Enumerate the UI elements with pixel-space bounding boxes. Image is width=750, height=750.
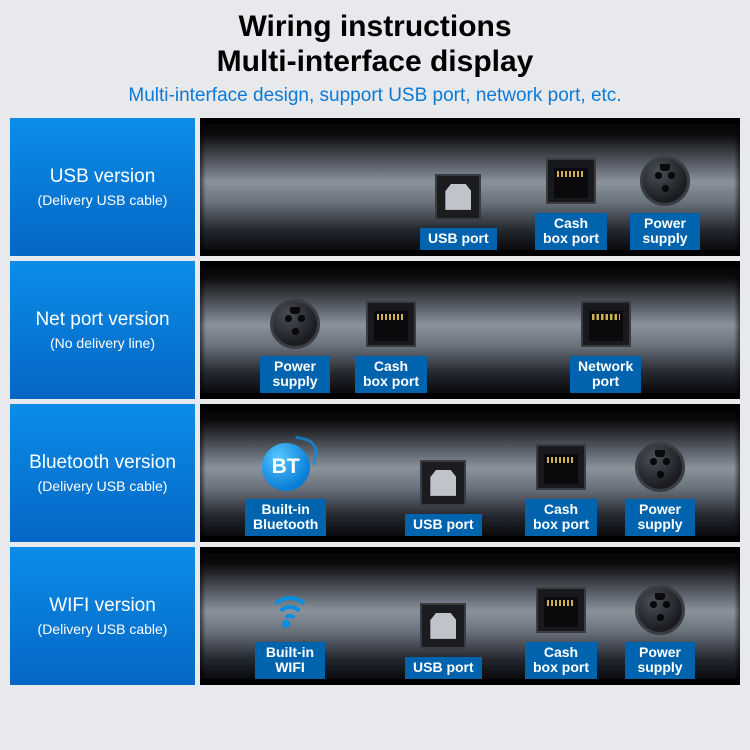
- page-subtitle: Multi-interface design, support USB port…: [0, 85, 750, 107]
- rj-port-icon: [536, 587, 586, 633]
- port-visual: [576, 297, 636, 352]
- port-item: Cash box port: [525, 440, 597, 536]
- version-name: Net port version: [35, 309, 169, 331]
- version-row: Net port version (No delivery line) Powe…: [10, 261, 740, 399]
- port-item: Network port: [570, 297, 641, 393]
- port-label: Cash box port: [525, 499, 597, 536]
- port-item: USB port: [405, 455, 482, 536]
- rj-port-icon: [546, 158, 596, 204]
- port-visual: [630, 583, 690, 638]
- title-line-2: Multi-interface display: [217, 45, 534, 78]
- port-label: Power supply: [625, 642, 695, 679]
- device-panel: Power supply Cash box port Network port: [200, 261, 740, 399]
- port-visual: [428, 169, 488, 224]
- usb-b-port-icon: [435, 174, 481, 220]
- port-visual: [413, 455, 473, 510]
- ethernet-port-icon: [581, 301, 631, 347]
- port-visual: [531, 440, 591, 495]
- title-line-1: Wiring instructions: [238, 10, 511, 43]
- version-label: Bluetooth version (Delivery USB cable): [10, 404, 195, 542]
- version-note: (Delivery USB cable): [38, 621, 168, 637]
- version-rows: USB version (Delivery USB cable) USB por…: [0, 118, 750, 685]
- power-din-icon: [635, 585, 685, 635]
- port-visual: [413, 598, 473, 653]
- port-label: Power supply: [630, 213, 700, 250]
- rj-port-icon: [536, 444, 586, 490]
- port-item: Power supply: [260, 297, 330, 393]
- port-label: Power supply: [260, 356, 330, 393]
- port-visual: [531, 583, 591, 638]
- version-label: WIFI version (Delivery USB cable): [10, 547, 195, 685]
- port-label: Cash box port: [535, 213, 607, 250]
- port-visual: [260, 583, 320, 638]
- port-item: USB port: [405, 598, 482, 679]
- rj-port-icon: [366, 301, 416, 347]
- device-panel: BT Built-in Bluetooth USB port Cash box …: [200, 404, 740, 542]
- version-label: USB version (Delivery USB cable): [10, 118, 195, 256]
- usb-b-port-icon: [420, 603, 466, 649]
- port-item: Power supply: [625, 583, 695, 679]
- port-label: Network port: [570, 356, 641, 393]
- power-din-icon: [635, 442, 685, 492]
- port-label: Cash box port: [525, 642, 597, 679]
- port-visual: [265, 297, 325, 352]
- port-item: Cash box port: [535, 154, 607, 250]
- power-din-icon: [270, 299, 320, 349]
- device-panel: Built-in WIFI USB port Cash box port Pow…: [200, 547, 740, 685]
- port-visual: [541, 154, 601, 209]
- port-item: Cash box port: [355, 297, 427, 393]
- header: Wiring instructions Multi-interface disp…: [0, 0, 750, 113]
- port-item: Power supply: [625, 440, 695, 536]
- usb-b-port-icon: [420, 460, 466, 506]
- port-label: Built-in Bluetooth: [245, 499, 326, 536]
- port-item: BT Built-in Bluetooth: [245, 440, 326, 536]
- port-label: Power supply: [625, 499, 695, 536]
- port-label: Built-in WIFI: [255, 642, 325, 679]
- bluetooth-icon: BT: [262, 443, 310, 491]
- version-note: (Delivery USB cable): [38, 192, 168, 208]
- version-row: USB version (Delivery USB cable) USB por…: [10, 118, 740, 256]
- version-name: WIFI version: [49, 595, 156, 617]
- version-name: Bluetooth version: [29, 452, 176, 474]
- port-visual: [635, 154, 695, 209]
- version-row: Bluetooth version (Delivery USB cable) B…: [10, 404, 740, 542]
- port-label: USB port: [420, 228, 497, 250]
- port-visual: [630, 440, 690, 495]
- port-item: Power supply: [630, 154, 700, 250]
- port-label: USB port: [405, 657, 482, 679]
- version-label: Net port version (No delivery line): [10, 261, 195, 399]
- version-name: USB version: [50, 166, 156, 188]
- version-note: (Delivery USB cable): [38, 478, 168, 494]
- power-din-icon: [640, 156, 690, 206]
- port-label: USB port: [405, 514, 482, 536]
- version-note: (No delivery line): [50, 335, 155, 351]
- device-panel: USB port Cash box port Power supply: [200, 118, 740, 256]
- port-item: USB port: [420, 169, 497, 250]
- port-visual: BT: [256, 440, 316, 495]
- port-visual: [361, 297, 421, 352]
- page-title: Wiring instructions Multi-interface disp…: [0, 10, 750, 79]
- wifi-icon: [266, 586, 314, 634]
- version-row: WIFI version (Delivery USB cable) Built-…: [10, 547, 740, 685]
- port-item: Cash box port: [525, 583, 597, 679]
- port-label: Cash box port: [355, 356, 427, 393]
- port-item: Built-in WIFI: [255, 583, 325, 679]
